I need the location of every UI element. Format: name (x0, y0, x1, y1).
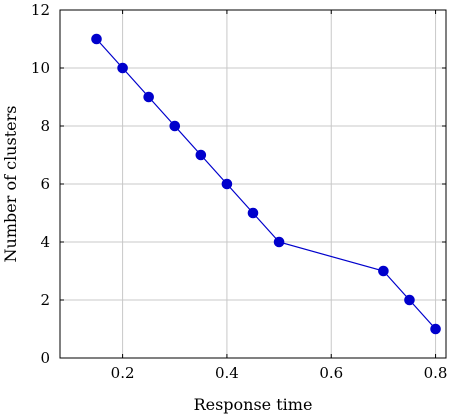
data-point (91, 33, 102, 45)
data-point (247, 207, 259, 219)
series-layer (91, 33, 441, 335)
y-tick-label: 6 (40, 175, 50, 193)
x-tick-label: 0.4 (215, 364, 239, 382)
data-point (195, 149, 207, 161)
y-tick-label: 2 (40, 291, 50, 309)
y-tick-label: 10 (31, 59, 50, 77)
data-point (169, 120, 181, 132)
data-point (273, 236, 285, 248)
y-tick-label: 12 (31, 1, 50, 19)
x-axis-label: Response time (194, 395, 313, 414)
y-tick-label: 0 (40, 349, 50, 367)
data-point (404, 294, 415, 306)
x-tick-label: 0.6 (319, 364, 343, 382)
x-tick-label: 0.8 (424, 364, 448, 382)
y-tick-label: 4 (40, 233, 50, 251)
y-tick-label: 8 (40, 117, 50, 135)
x-tick-label: 0.2 (111, 364, 135, 382)
data-point (143, 91, 154, 103)
data-point (378, 265, 389, 277)
y-axis-label: Number of clusters (1, 106, 20, 263)
axis-ticks: 0.2 0.4 0.6 0.8 0 2 4 6 8 10 12 (31, 1, 448, 382)
data-point (117, 62, 128, 74)
data-point (430, 323, 441, 335)
data-point (221, 178, 233, 190)
